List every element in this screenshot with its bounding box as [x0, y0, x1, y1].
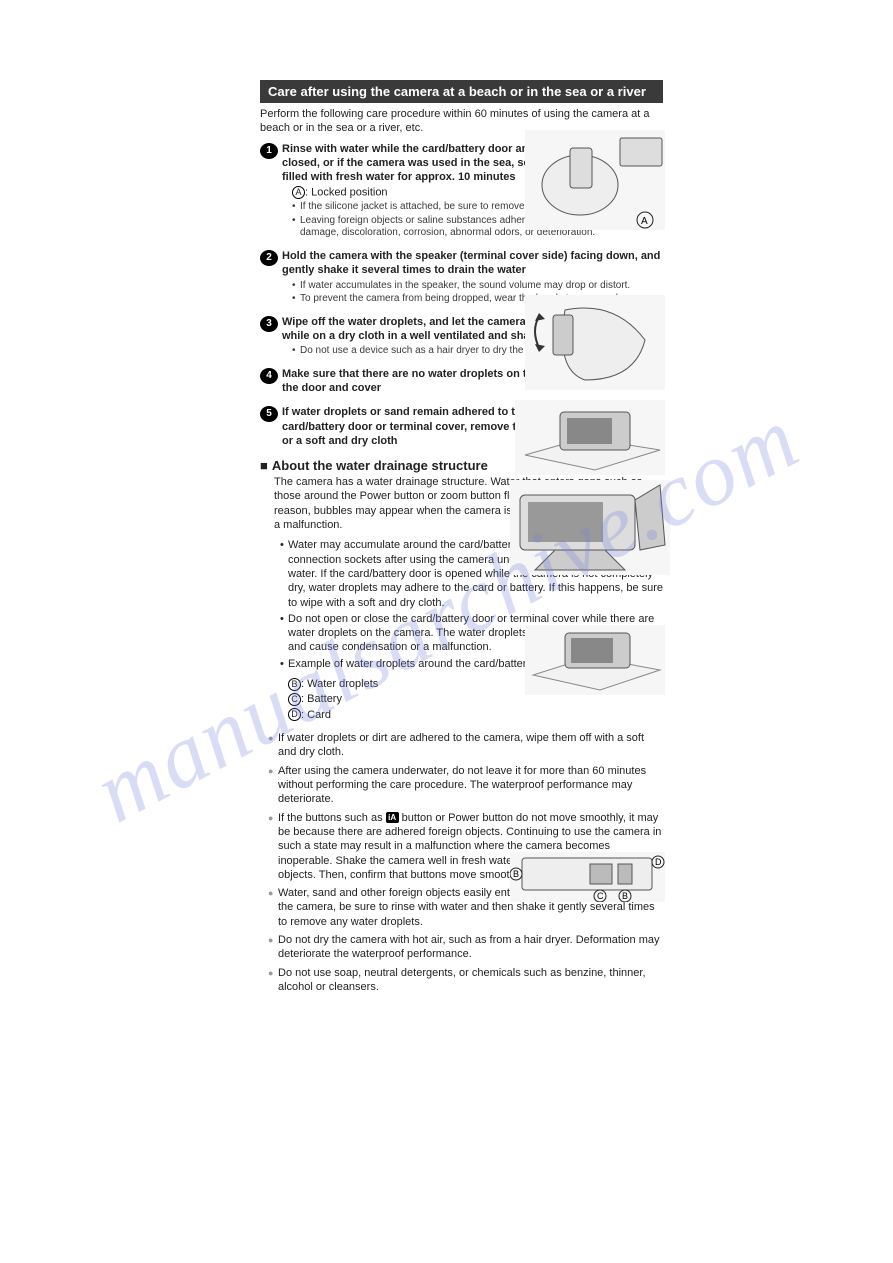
label-d: D	[288, 708, 301, 721]
step-number: 4	[260, 368, 278, 384]
step-number: 3	[260, 316, 278, 332]
note: Do not dry the camera with hot air, such…	[268, 933, 663, 962]
sub-bullet: If water accumulates in the speaker, the…	[292, 280, 663, 293]
svg-text:C: C	[597, 891, 604, 901]
figure-dry-cloth	[515, 400, 665, 475]
ia-mode-icon: iA	[386, 812, 399, 823]
label-b: B	[288, 678, 301, 691]
note: After using the camera underwater, do no…	[268, 764, 663, 807]
figure-compartment: B C B D	[510, 852, 665, 902]
figure-open-door	[510, 480, 670, 575]
svg-text:B: B	[622, 891, 628, 901]
svg-text:D: D	[655, 857, 662, 867]
manual-page: Care after using the camera at a beach o…	[0, 0, 893, 1118]
legend-b: Water droplets	[307, 678, 378, 690]
label-a: A	[292, 186, 305, 199]
legend-d: Card	[307, 709, 331, 721]
note: If water droplets or dirt are adhered to…	[268, 731, 663, 760]
step-title: Hold the camera with the speaker (termin…	[282, 249, 663, 278]
figure-shake	[525, 295, 665, 390]
label-c: C	[288, 693, 301, 706]
legend-c: Battery	[307, 693, 342, 705]
step-number: 5	[260, 406, 278, 422]
svg-text:A: A	[641, 216, 648, 227]
figure-rinse: A	[525, 130, 665, 230]
svg-text:B: B	[513, 869, 519, 879]
section-header: Care after using the camera at a beach o…	[260, 80, 663, 103]
step-number: 2	[260, 250, 278, 266]
caption-text: : Locked position	[305, 187, 388, 199]
figure-drainage	[525, 625, 665, 695]
note: Do not use soap, neutral detergents, or …	[268, 966, 663, 995]
step-number: 1	[260, 143, 278, 159]
